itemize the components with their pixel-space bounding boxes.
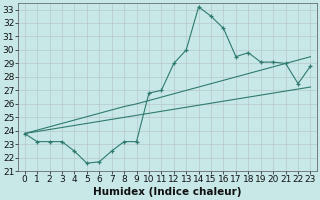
X-axis label: Humidex (Indice chaleur): Humidex (Indice chaleur) <box>93 187 242 197</box>
